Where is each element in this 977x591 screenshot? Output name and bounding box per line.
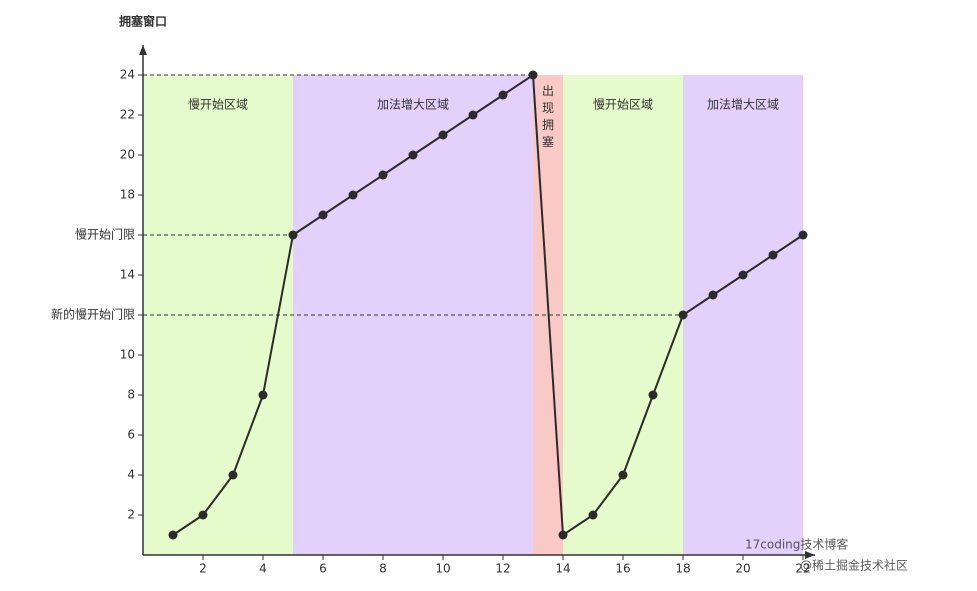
y-tick-label: 6 [127,428,135,442]
region-label: 出现拥塞 [542,84,554,149]
x-tick-label: 12 [495,562,510,576]
region-label: 慢开始区域 [188,98,248,112]
x-tick-label: 22 [795,562,810,576]
point [678,310,688,320]
y-axis-arrow [139,45,147,55]
point [348,190,358,200]
point [708,290,718,300]
watermark: 17coding技术博客 [745,537,848,552]
point [438,130,448,140]
point [618,470,628,480]
y-tick-label: 慢开始门限 [75,227,135,242]
point [738,270,748,280]
y-tick-label: 20 [120,148,135,162]
x-tick-label: 2 [199,562,207,576]
point [318,210,328,220]
x-axis-arrow [805,551,815,559]
x-tick-label: 14 [555,562,570,576]
y-tick-label: 新的慢开始门限 [51,307,135,322]
point [228,470,238,480]
x-tick-label: 16 [615,562,630,576]
x-tick-label: 10 [435,562,450,576]
point [648,390,658,400]
point [468,110,478,120]
x-tick-label: 20 [735,562,750,576]
point [798,230,808,240]
y-tick-label: 14 [120,268,135,282]
point [258,390,268,400]
x-tick-label: 18 [675,562,690,576]
y-tick-label: 2 [127,508,135,522]
y-tick-label: 22 [120,108,135,122]
line [172,73,804,537]
region-label: 加法增大区域 [377,98,449,112]
y-tick-label: 8 [127,388,135,402]
x-tick-label: 4 [259,562,267,576]
point [198,510,208,520]
y-tick-label: 18 [120,188,135,202]
point [768,250,778,260]
y-axis-label: 拥塞窗口 [119,14,167,29]
region-label: 加法增大区域 [707,98,779,112]
x-tick-label: 6 [319,562,327,576]
point [168,530,178,540]
point [408,150,418,160]
region [683,75,803,555]
point [528,70,538,80]
point [558,530,568,540]
region-label: 慢开始区域 [593,98,653,112]
y-tick-label: 10 [120,348,135,362]
point [288,230,298,240]
point [378,170,388,180]
point [588,510,598,520]
x-tick-label: 8 [379,562,387,576]
y-tick-label: 4 [127,468,135,482]
y-tick-label: 24 [120,68,135,82]
watermark: @稀土掘金技术社区 [800,558,908,573]
point [498,90,508,100]
